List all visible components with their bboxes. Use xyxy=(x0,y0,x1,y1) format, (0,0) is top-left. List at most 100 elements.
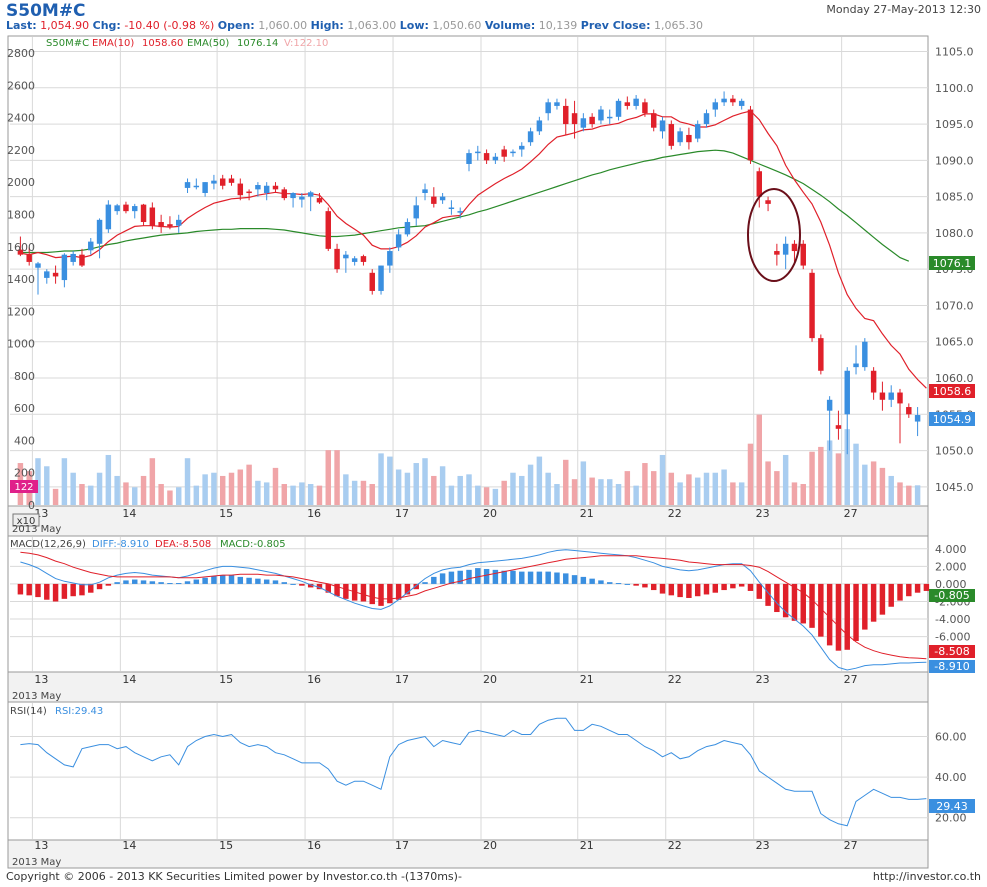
volume-bar xyxy=(140,475,147,505)
volume-bar xyxy=(299,482,305,505)
volume-bar xyxy=(607,479,613,505)
candle-body xyxy=(545,102,551,114)
volume-bar xyxy=(272,467,279,505)
candle-body xyxy=(431,196,437,204)
volume-bar xyxy=(202,474,208,505)
candle-body xyxy=(184,182,191,188)
date-tick-label: 23 xyxy=(756,839,770,852)
macd-histogram-bar xyxy=(809,583,815,628)
macd-histogram-bar xyxy=(536,571,543,584)
candle-body xyxy=(650,113,657,128)
volume-bar xyxy=(475,485,481,505)
macd-histogram-bar xyxy=(738,583,745,587)
macd-histogram-bar xyxy=(360,583,367,602)
volume-bar xyxy=(439,466,446,505)
macd-histogram-bar xyxy=(96,583,103,590)
volume-tick-label: 1600 xyxy=(7,241,35,254)
candle-body xyxy=(765,200,771,204)
price-date-axis xyxy=(7,505,929,537)
macd-histogram-bar xyxy=(853,583,859,642)
date-tick-label: 21 xyxy=(580,673,594,686)
macd-histogram-bar xyxy=(334,583,340,597)
candle-body xyxy=(571,113,578,125)
candle-body xyxy=(492,156,499,161)
macd-tag-box xyxy=(929,589,975,602)
macd-tick-label: 2.000 xyxy=(935,560,967,573)
date-tick-label: 22 xyxy=(668,507,682,520)
macd-histogram-bar xyxy=(88,583,94,593)
macd-histogram-bar xyxy=(281,582,288,584)
rsi-legend-value: RSI:29.43 xyxy=(55,706,103,717)
macd-histogram-bar xyxy=(668,583,675,596)
macd-histogram-bar xyxy=(387,583,393,604)
date-tick-label: 15 xyxy=(219,839,233,852)
rsi-line xyxy=(20,717,927,827)
macd-histogram-bar xyxy=(519,571,525,584)
annotation-circle xyxy=(747,188,801,282)
macd-histogram-bar xyxy=(826,583,833,646)
macd-histogram-bar xyxy=(747,583,754,591)
macd-histogram-bar xyxy=(35,583,41,598)
date-tick-label: 17 xyxy=(395,673,409,686)
price-tick-label: 1095.0 xyxy=(935,118,974,131)
date-tick-label: 20 xyxy=(483,839,497,852)
macd-tag: -0.805 xyxy=(934,589,969,602)
volume-bar xyxy=(694,477,701,505)
volume-value: 10,139 xyxy=(538,19,578,32)
date-tick-label: 27 xyxy=(844,839,858,852)
low-label: Low: xyxy=(399,19,429,32)
rsi-tag: 29.43 xyxy=(936,800,968,813)
volume-bar xyxy=(52,488,59,505)
candle-body xyxy=(281,189,288,199)
candle-body xyxy=(756,171,762,197)
volume-bar xyxy=(237,469,244,505)
macd-histogram-bar xyxy=(61,583,68,599)
candle-body xyxy=(158,222,164,228)
volume-bar xyxy=(369,484,375,505)
volume-bar xyxy=(132,487,138,505)
volume-bar xyxy=(554,484,560,505)
macd-histogram-bar xyxy=(431,576,437,584)
ema50-line xyxy=(20,149,910,262)
legend-symbol: S50M#C xyxy=(46,38,89,49)
candle-body xyxy=(906,407,912,415)
volume-bar xyxy=(219,475,226,505)
candle-body xyxy=(519,145,525,150)
ema10-tag-box xyxy=(929,384,975,398)
macd-histogram-bar xyxy=(791,583,798,621)
macd-month-label: 2013 May xyxy=(12,691,61,702)
macd-histogram-bar xyxy=(404,583,411,595)
volume-bar xyxy=(545,472,551,505)
candle-body xyxy=(123,204,129,212)
candle-body xyxy=(228,178,235,183)
candlesticks xyxy=(17,91,921,455)
date-tick-label: 20 xyxy=(483,507,497,520)
candle-body xyxy=(360,256,367,262)
volume-bar xyxy=(360,480,367,505)
candle-body xyxy=(598,109,604,121)
volume-bar xyxy=(826,440,833,505)
footer-link[interactable]: http://investor.co.th xyxy=(872,870,981,883)
volume-bar xyxy=(668,472,675,505)
volume-tick-label: 400 xyxy=(14,434,35,447)
candle-body xyxy=(721,98,727,103)
candle-body xyxy=(325,211,331,249)
candle-body xyxy=(35,263,41,268)
volume-bar xyxy=(862,464,868,505)
macd-series xyxy=(17,549,930,671)
macd-legend-label: MACD(12,26,9) xyxy=(10,539,86,550)
date-tick-label: 17 xyxy=(395,507,409,520)
candle-body xyxy=(694,124,701,139)
macd-histogram-bar xyxy=(149,581,156,584)
volume-bar xyxy=(536,456,543,505)
candle-body xyxy=(563,105,569,125)
candle-body xyxy=(466,153,472,164)
volume-bar xyxy=(378,453,384,505)
macd-legend-dea: DEA:-8.508 xyxy=(155,539,211,550)
macd-histogram-bar xyxy=(712,583,719,593)
volume-bar xyxy=(448,485,455,505)
volume-bar xyxy=(351,480,358,505)
macd-histogram-bar xyxy=(563,573,569,584)
macd-histogram-bar xyxy=(694,583,701,597)
